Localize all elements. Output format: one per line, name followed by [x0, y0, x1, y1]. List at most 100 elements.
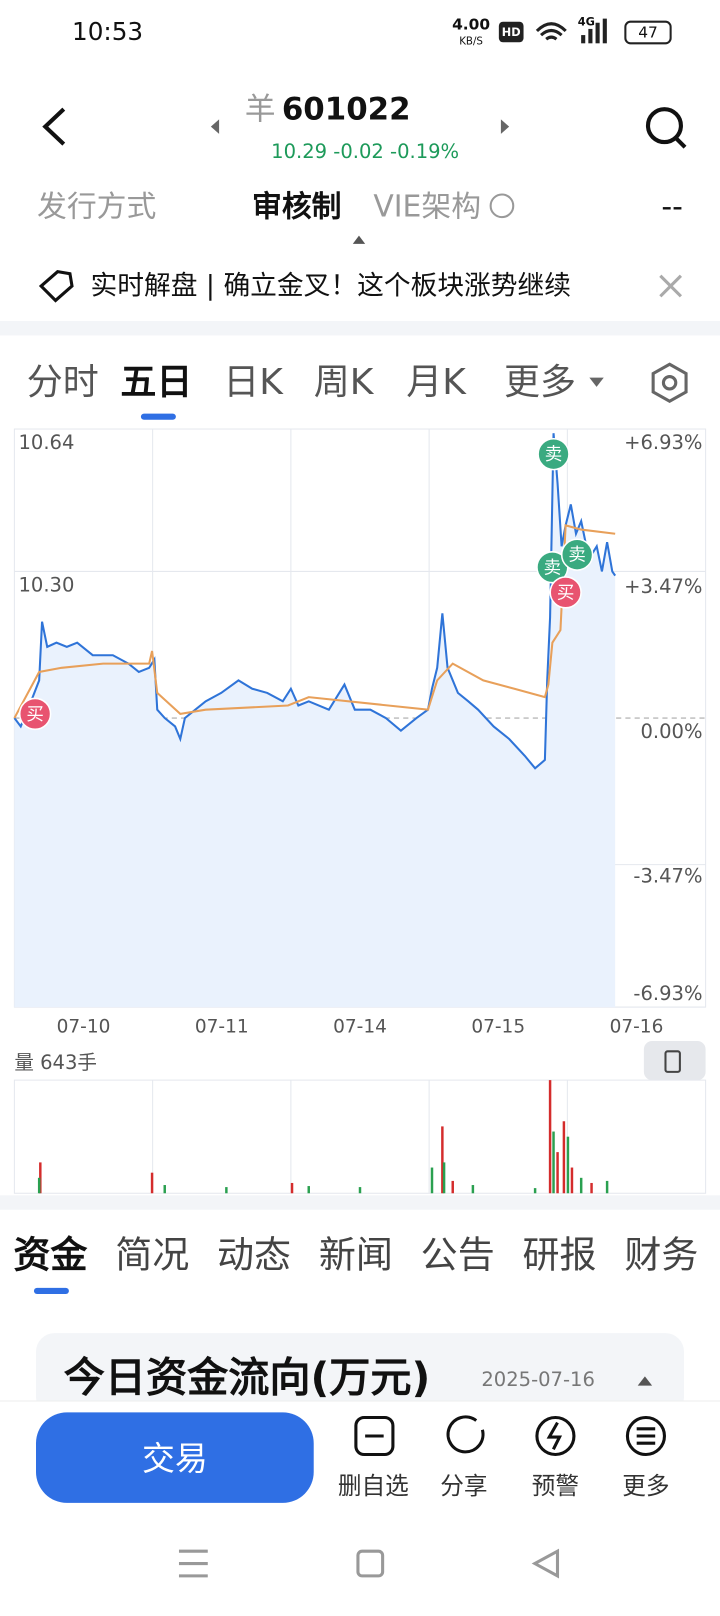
volume-bar: [37, 1177, 41, 1194]
action-label[interactable]: 分享: [440, 1472, 487, 1500]
net-unit: KB/S: [459, 35, 483, 47]
section-tab[interactable]: 研报: [523, 1234, 597, 1277]
section-tab[interactable]: 财务: [624, 1234, 698, 1277]
action-label[interactable]: 删自选: [338, 1472, 409, 1500]
section-tab[interactable]: 公告: [421, 1234, 495, 1277]
fund-card: [36, 1333, 684, 1416]
back-button[interactable]: [42, 107, 66, 146]
signal-label: 卖: [568, 546, 585, 566]
signal-label: 卖: [545, 445, 562, 465]
action-label[interactable]: 更多: [622, 1472, 669, 1500]
period-tab[interactable]: 月K: [406, 362, 467, 403]
nav-bar: [178, 1548, 560, 1579]
volume-bar: [579, 1177, 583, 1194]
y-tick-label: 10.30: [19, 573, 75, 596]
volume-bar: [451, 1180, 454, 1194]
period-tab[interactable]: 周K: [314, 362, 375, 403]
signal-marker: [18, 697, 52, 731]
separator: [0, 1195, 720, 1210]
period-tab[interactable]: 分时: [27, 362, 99, 403]
y2-tick-label: -3.47%: [633, 865, 702, 888]
hd-label: HD: [502, 26, 521, 39]
search-button[interactable]: [645, 107, 687, 149]
battery-icon: [624, 20, 672, 45]
section-tab[interactable]: 动态: [217, 1234, 291, 1277]
trade-label[interactable]: 交易: [142, 1439, 208, 1478]
info-icon[interactable]: [489, 193, 515, 219]
settings-dot: [661, 375, 678, 391]
volume-bar: [605, 1180, 609, 1194]
section-tab[interactable]: 简况: [115, 1234, 189, 1277]
volume-bar: [548, 1080, 552, 1194]
x-tick-label: 07-14: [333, 1017, 387, 1038]
signal-marker: [537, 437, 570, 471]
info-tab[interactable]: 审核制: [252, 189, 341, 224]
wifi-icon: [535, 22, 567, 41]
volume-bar: [150, 1172, 154, 1194]
volume-bar: [533, 1188, 537, 1194]
stock-code: 601022: [282, 92, 411, 128]
banner-text[interactable]: 实时解盘 | 确立金叉！这个板块涨势继续: [91, 271, 571, 302]
signal-marker: [560, 538, 594, 571]
info-tab[interactable]: VIE架构: [373, 189, 481, 224]
trade-button[interactable]: [36, 1412, 314, 1503]
net-speed: 4.00: [452, 15, 490, 33]
price-area: [14, 433, 616, 1008]
action-icons: [354, 1415, 666, 1457]
price-line: [13, 433, 617, 770]
volume-bar: [225, 1187, 228, 1194]
volume-label: 量 643手: [14, 1051, 97, 1074]
period-tab[interactable]: 五日: [120, 362, 192, 403]
rotate-icon: [664, 1050, 681, 1073]
y-tick-label: 10.64: [19, 431, 75, 454]
more-dropdown[interactable]: [589, 377, 604, 387]
volume-bar: [471, 1185, 475, 1194]
volume-bar: [590, 1182, 593, 1194]
active-pointer: [352, 235, 366, 244]
clock: 10:53: [72, 17, 143, 46]
section-tab[interactable]: 资金: [13, 1234, 88, 1277]
stock-quote: 10.29 -0.02 -0.19%: [271, 140, 459, 163]
x-tick-label: 07-16: [610, 1017, 664, 1038]
volume-bar: [556, 1152, 559, 1194]
y2-tick-label: 0.00%: [640, 720, 702, 743]
settings-button[interactable]: [651, 362, 688, 404]
volume-bar: [441, 1126, 444, 1194]
volume-bar: [552, 1131, 555, 1194]
fund-date: 2025-07-16: [481, 1368, 595, 1391]
x-tick-label: 07-10: [57, 1017, 111, 1038]
prev-stock[interactable]: [210, 119, 220, 134]
x-tick-label: 07-15: [471, 1017, 525, 1038]
signal-icon: [581, 18, 607, 44]
volume-bar: [562, 1121, 566, 1194]
section-tab[interactable]: 新闻: [319, 1234, 393, 1277]
separator: [0, 321, 720, 336]
hd-badge: [498, 21, 524, 43]
signal-label: 买: [26, 705, 43, 725]
fund-title: 今日资金流向(万元): [64, 1353, 431, 1401]
volume-bar: [442, 1162, 446, 1194]
period-tab[interactable]: 更多: [504, 362, 576, 403]
collapse-button[interactable]: [637, 1376, 653, 1386]
period-tab[interactable]: 日K: [223, 362, 284, 403]
section-underline: [33, 1287, 69, 1295]
info-tab[interactable]: 发行方式: [37, 189, 156, 224]
info-tab[interactable]: --: [661, 189, 683, 224]
volume-bar: [290, 1182, 294, 1194]
rotate-button[interactable]: [643, 1041, 706, 1081]
period-underline: [140, 413, 176, 420]
close-banner[interactable]: [659, 274, 683, 298]
action-label[interactable]: 预警: [532, 1472, 579, 1500]
volume-bar: [307, 1186, 310, 1194]
avg-line: [13, 524, 616, 719]
volume-bar: [566, 1136, 570, 1194]
volume-bar: [358, 1187, 362, 1194]
volume-bar: [570, 1167, 574, 1194]
signal-label: 买: [557, 583, 574, 603]
battery-level: 47: [638, 24, 658, 42]
signal-label: 卖: [544, 558, 561, 578]
banner-icon: [38, 270, 74, 303]
next-stock[interactable]: [500, 119, 510, 134]
y2-tick-label: +6.93%: [624, 431, 702, 454]
